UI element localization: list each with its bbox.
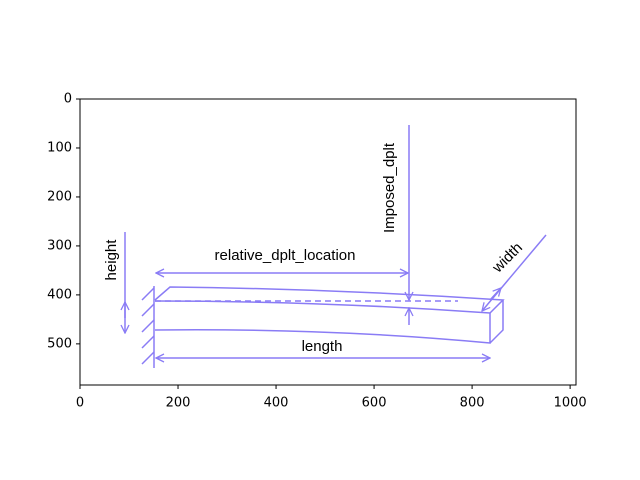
- y-tick-label: 100: [47, 140, 72, 155]
- x-tick-label: 200: [166, 396, 191, 411]
- annotation: height: [103, 239, 120, 281]
- y-tick-label: 400: [47, 287, 72, 302]
- annotation: width: [489, 239, 526, 276]
- y-tick-label: 300: [47, 238, 72, 253]
- y-tick-label: 0: [64, 92, 72, 107]
- annotation: Imposed_dplt: [381, 142, 398, 233]
- y-tick-label: 500: [47, 336, 72, 351]
- x-tick-label: 1000: [554, 396, 587, 411]
- diagram: Imposed_dplt relative_dplt_location leng…: [103, 125, 547, 368]
- x-tick-label: 0: [76, 396, 84, 411]
- annotation: relative_dplt_location: [215, 247, 356, 264]
- y-tick-label: 200: [47, 189, 72, 204]
- annotation: length: [302, 338, 343, 355]
- axes-frame: [79, 98, 577, 386]
- x-tick-label: 400: [264, 396, 289, 411]
- x-tick-label: 600: [362, 396, 387, 411]
- x-tick-label: 800: [460, 396, 485, 411]
